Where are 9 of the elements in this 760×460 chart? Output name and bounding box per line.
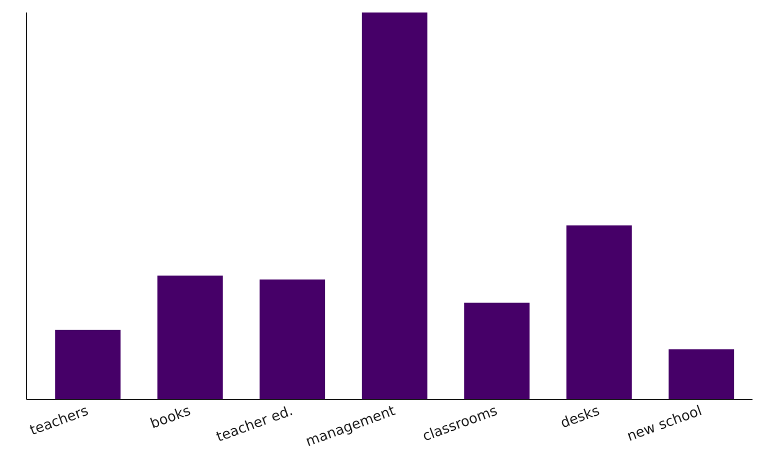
- x-tick-label: desks: [558, 402, 602, 432]
- bar: [55, 330, 121, 400]
- bar: [566, 225, 632, 400]
- x-tick-label: books: [148, 402, 193, 432]
- bar: [260, 280, 326, 400]
- bar: [157, 276, 223, 400]
- bar: [668, 349, 734, 400]
- bar: [362, 12, 428, 400]
- bar: [464, 302, 530, 400]
